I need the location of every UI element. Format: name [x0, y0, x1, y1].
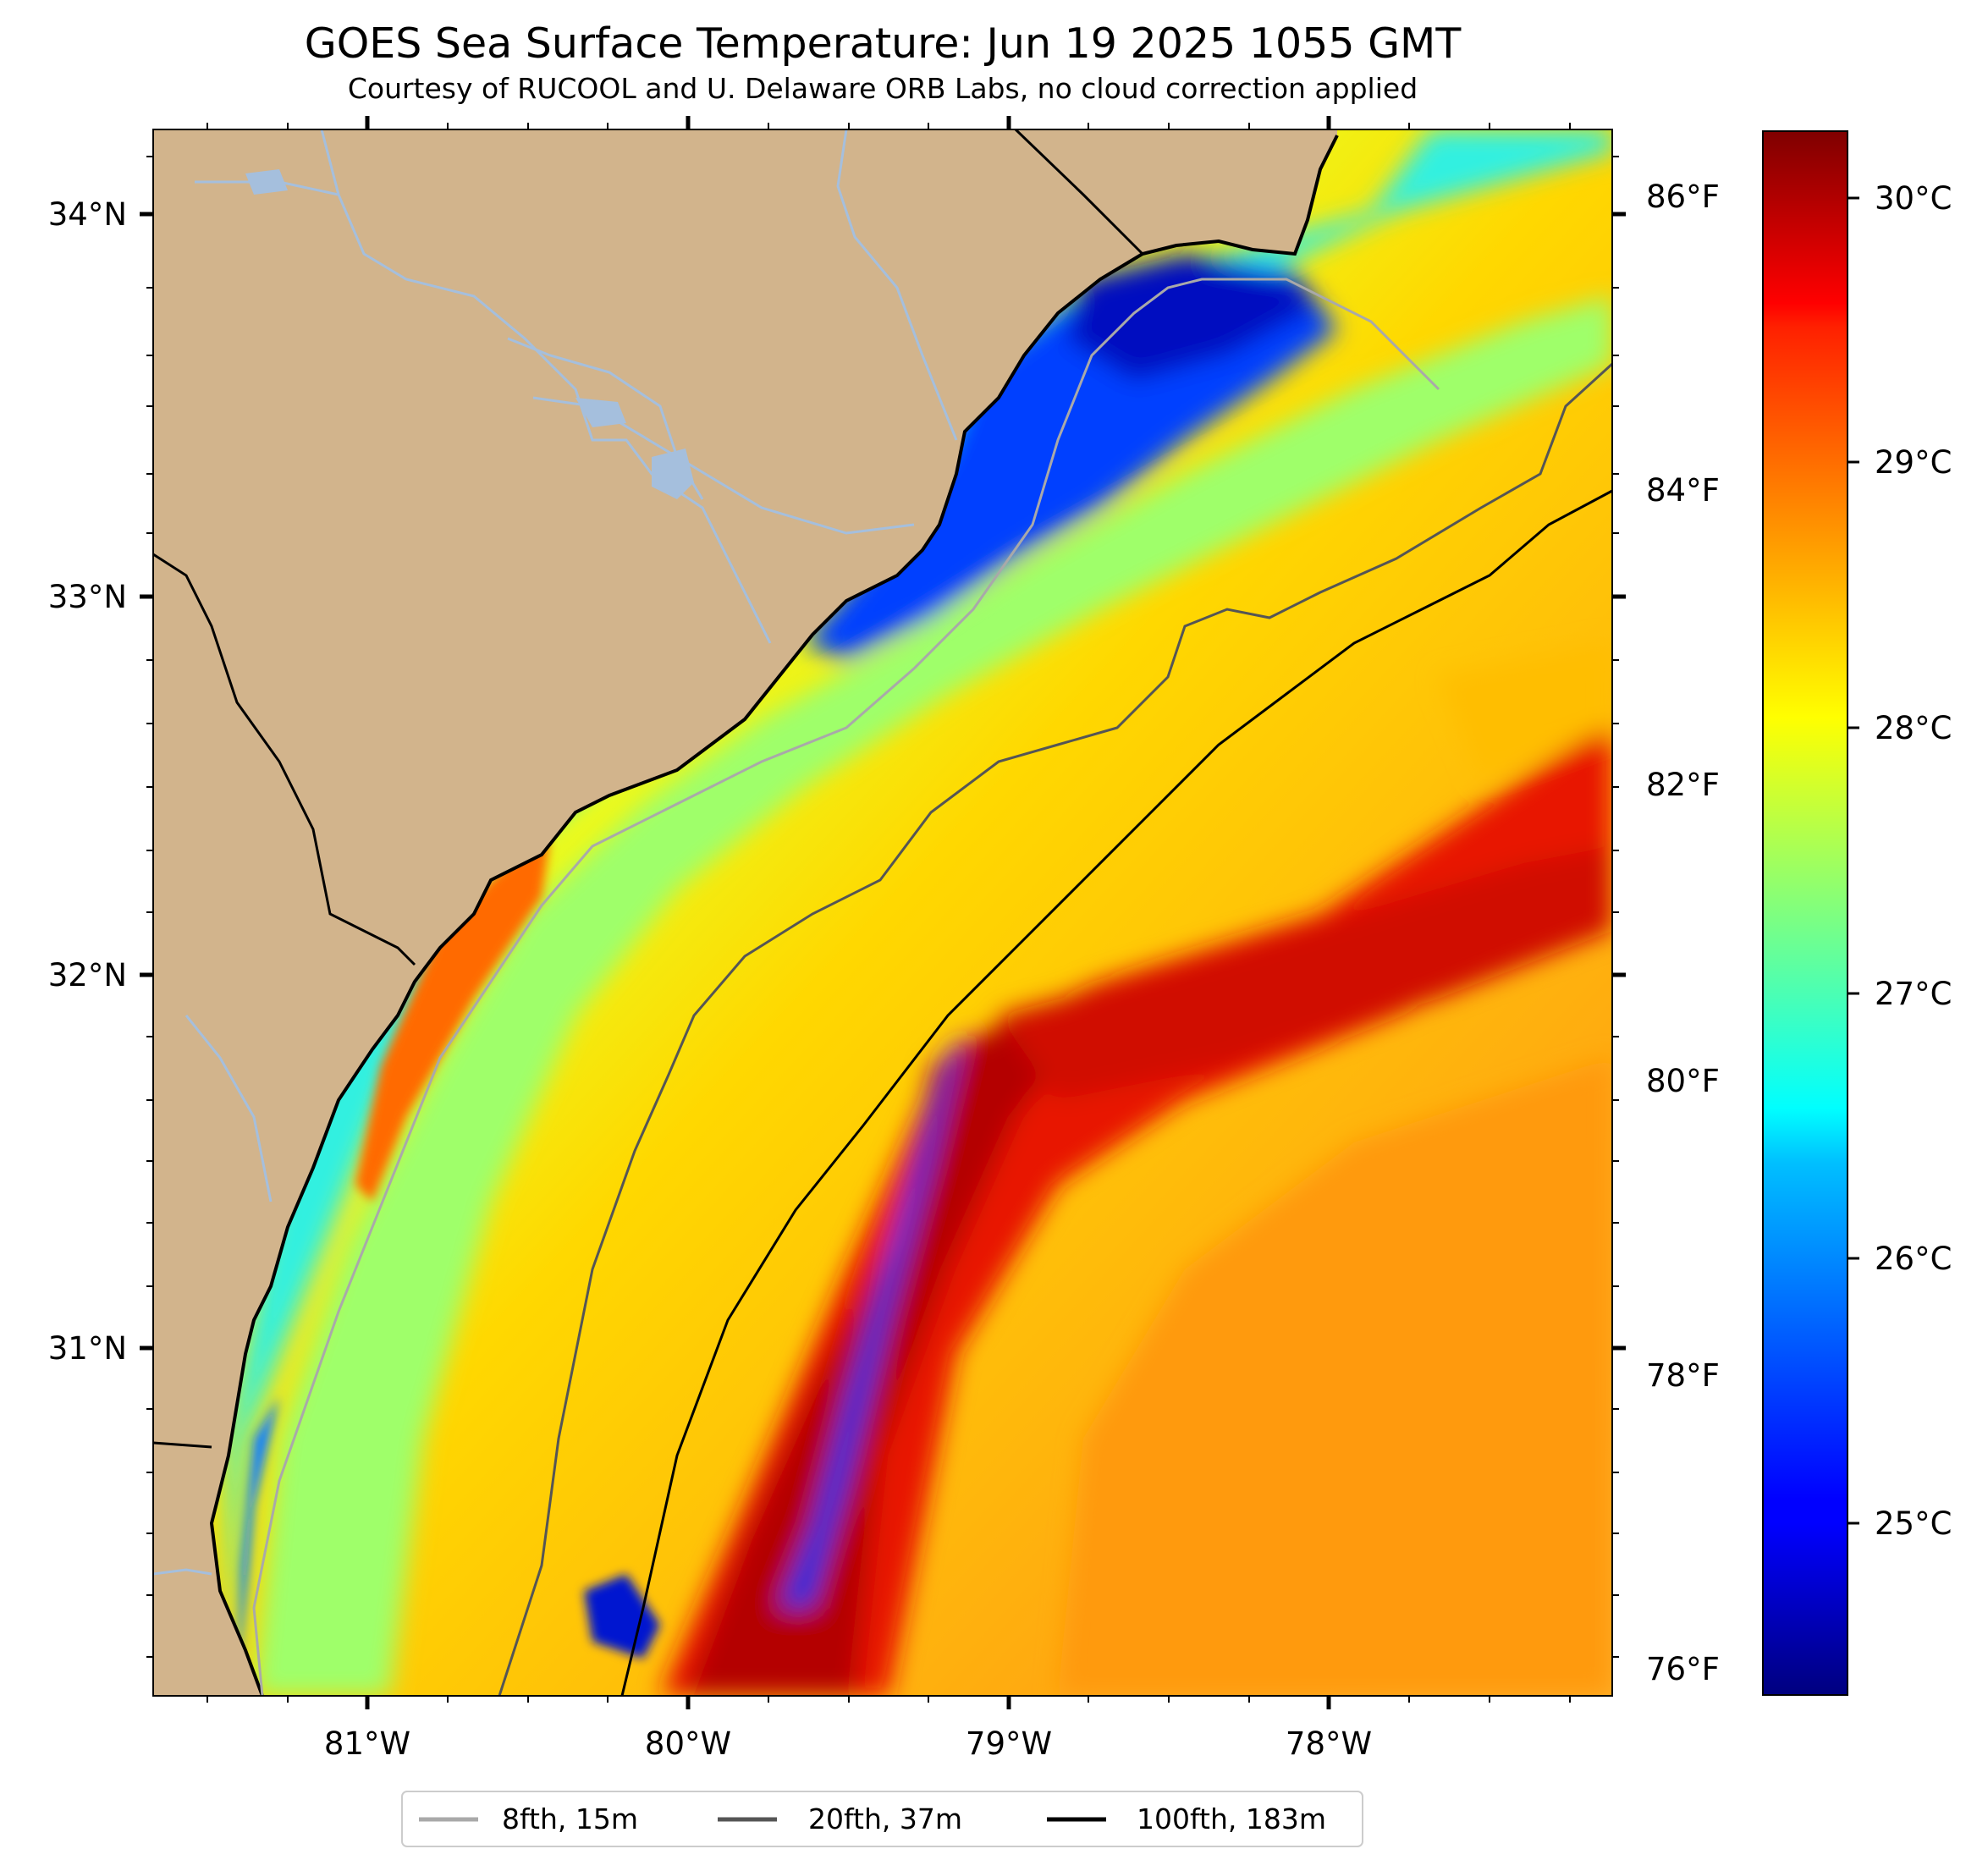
land: [153, 129, 1339, 1696]
fahrenheit-tick-label: 86°F: [1646, 179, 1720, 215]
bathymetry-contours: [252, 278, 1612, 1696]
colorbar-tick-label: 28°C: [1875, 710, 1952, 746]
legend-label: 20fth, 37m: [808, 1802, 962, 1835]
fahrenheit-tick-label: 78°F: [1646, 1357, 1720, 1394]
colorbar-gradient: [1762, 130, 1848, 1696]
state-border: [153, 553, 416, 966]
lat-tick-label: 32°N: [48, 957, 127, 993]
lat-tick-label: 33°N: [48, 579, 127, 615]
longitude-axis: [207, 116, 1571, 1709]
coastal-warm-strip: [355, 838, 550, 1202]
shelf-green-band: [254, 296, 1612, 1696]
lake: [652, 448, 694, 499]
river: [836, 129, 958, 441]
latitude-axis: [140, 156, 153, 1658]
lon-tick-label: 78°W: [1286, 1725, 1372, 1762]
river: [184, 1015, 273, 1202]
sst-field: [229, 129, 1612, 1696]
lon-tick-label: 80°W: [645, 1725, 731, 1762]
southern-cold-eddy: [584, 1574, 660, 1659]
fahrenheit-labels: 86°F 84°F 82°F 80°F 78°F 76°F: [1646, 179, 1720, 1687]
legend-label: 8fth, 15m: [502, 1802, 638, 1835]
state-border-south: [153, 1441, 212, 1449]
gulf-stream-dark-red: [686, 1007, 1100, 1696]
fahrenheit-axis: [1612, 156, 1626, 1658]
colorbar-tick-label: 25°C: [1875, 1505, 1952, 1542]
colorbar: 30°C 29°C 28°C 27°C 26°C 25°C: [1762, 130, 1952, 1696]
chart-title: GOES Sea Surface Temperature: Jun 19 202…: [305, 19, 1462, 68]
land-mass: [153, 129, 1337, 1696]
inner-shelf-blue: [237, 1396, 279, 1696]
outer-shelf-orange: [1439, 643, 1612, 779]
fahrenheit-tick-label: 80°F: [1646, 1063, 1720, 1099]
offshore-orange-field: [1058, 1058, 1612, 1696]
river: [153, 1568, 212, 1576]
fahrenheit-tick-label: 82°F: [1646, 767, 1720, 803]
legend-label: 100fth, 183m: [1137, 1802, 1326, 1835]
state-border-north: [1014, 129, 1144, 256]
lon-tick-label: 81°W: [324, 1725, 410, 1762]
longitude-labels: 81°W 80°W 79°W 78°W: [324, 1725, 1372, 1762]
contour-8fth: [252, 278, 1440, 1696]
colorbar-tick-label: 30°C: [1875, 180, 1952, 217]
lake: [575, 398, 626, 427]
latitude-labels: 34°N 33°N 32°N 31°N: [48, 196, 127, 1367]
contour-100fth: [620, 489, 1612, 1696]
river: [320, 129, 340, 195]
lon-tick-label: 79°W: [966, 1725, 1052, 1762]
colorbar-tick-label: 27°C: [1875, 976, 1952, 1012]
colorbar-tick-label: 26°C: [1875, 1241, 1952, 1277]
northern-cold-pool: [1066, 254, 1320, 381]
lat-tick-label: 34°N: [48, 196, 127, 233]
colorbar-tick-label: 29°C: [1875, 444, 1952, 481]
gulf-stream-cold-filament: [779, 1032, 965, 1608]
river: [195, 180, 772, 644]
sst-detail: [237, 838, 660, 1696]
lake: [245, 169, 288, 195]
contour-20fth: [498, 362, 1612, 1696]
legend-box: [401, 1791, 1363, 1847]
chart-subtitle: Courtesy of RUCOOL and U. Delaware ORB L…: [348, 72, 1418, 105]
fahrenheit-tick-label: 76°F: [1646, 1651, 1720, 1687]
legend: 8fth, 15m 20fth, 37m 100fth, 183m: [401, 1791, 1363, 1847]
fahrenheit-tick-label: 84°F: [1646, 472, 1720, 509]
offshore-red-band: [999, 846, 1612, 1100]
lat-tick-label: 31°N: [48, 1330, 127, 1367]
